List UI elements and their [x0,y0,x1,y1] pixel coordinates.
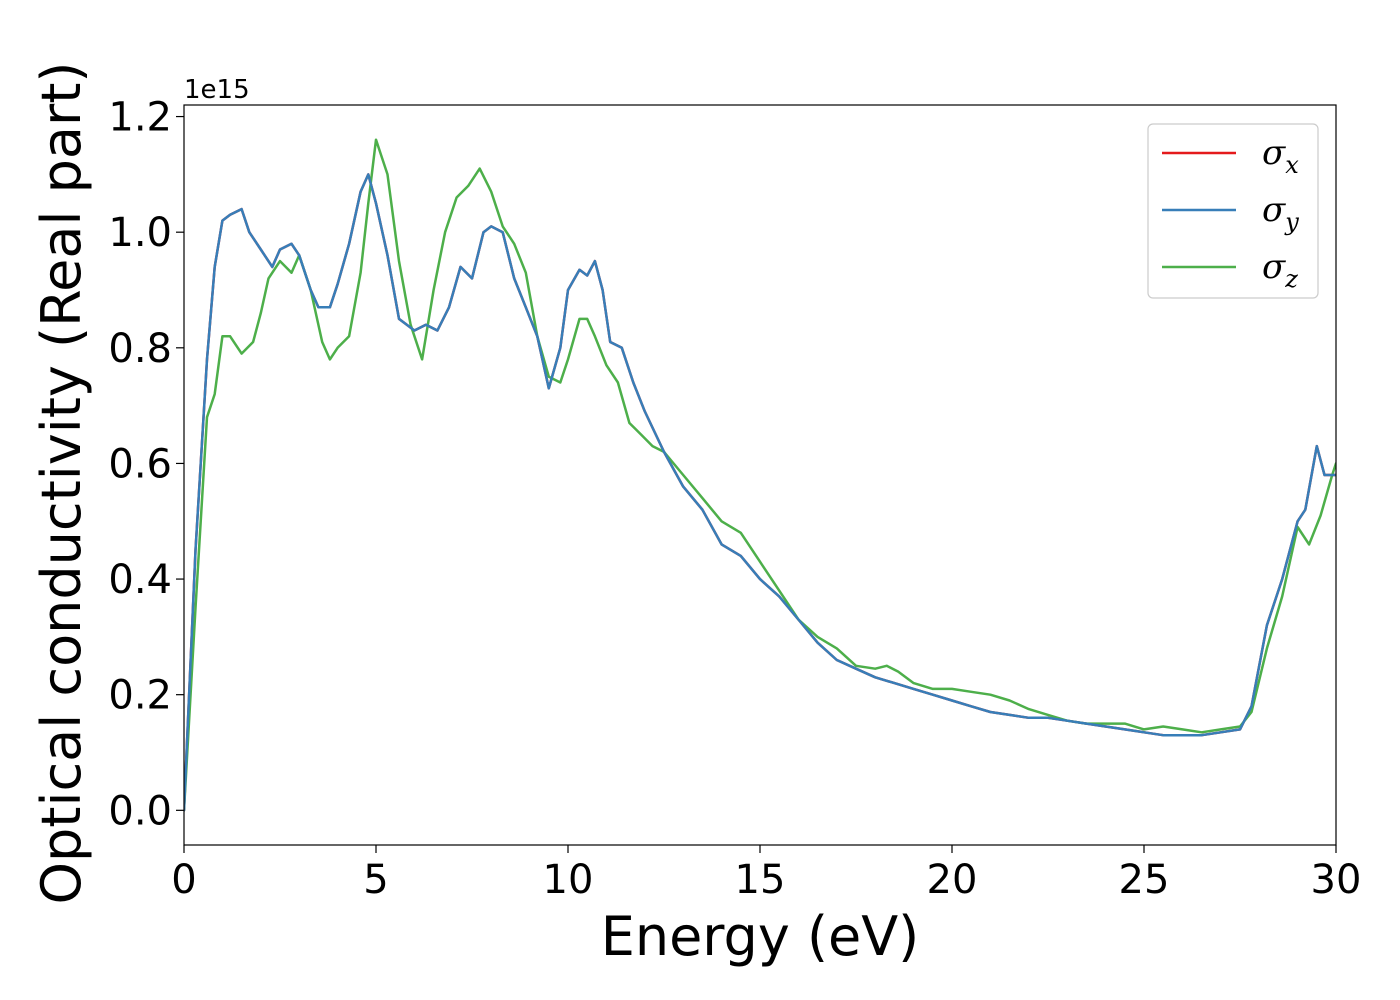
x-axis-ticks: 0 5 10 15 20 25 30 [171,845,1361,903]
legend-label-x: σx [1262,133,1299,179]
y-tick-label: 1.2 [108,95,172,141]
plot-area [184,138,1336,812]
series-line-y [184,173,1336,812]
y-axis-offset-label: 1e15 [184,75,250,105]
legend-label-z: σz [1262,247,1298,293]
x-tick-label: 25 [1119,857,1170,903]
legend: σx σy σz [1147,123,1319,299]
x-tick-label: 5 [363,857,388,903]
x-tick-label: 20 [927,857,978,903]
y-tick-label: 1.0 [108,210,172,256]
x-tick-label: 15 [735,857,786,903]
legend-label-y: σy [1262,190,1299,236]
x-tick-label: 30 [1311,857,1362,903]
x-tick-label: 0 [171,857,196,903]
y-tick-label: 0.2 [108,673,172,719]
y-tick-label: 0.4 [108,557,172,603]
y-tick-label: 0.6 [108,441,172,487]
y-axis-ticks: 0.0 0.2 0.4 0.6 0.8 1.0 1.2 [108,95,184,834]
x-axis-label: Energy (eV) [601,905,920,968]
series-line-z [184,138,1336,812]
y-tick-label: 0.0 [108,788,172,834]
y-tick-label: 0.8 [108,326,172,372]
x-tick-label: 10 [543,857,594,903]
plot-frame [183,104,1337,846]
y-axis-label: Optical conductivity (Real part) [30,62,93,905]
